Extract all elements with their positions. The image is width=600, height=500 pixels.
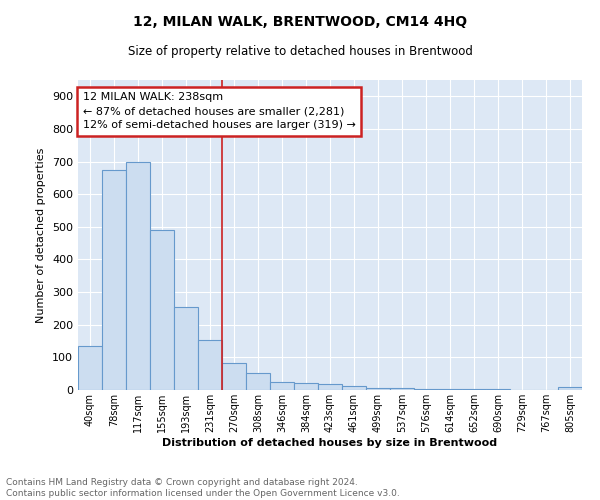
Bar — [150, 230, 174, 390]
Text: Size of property relative to detached houses in Brentwood: Size of property relative to detached ho… — [128, 45, 472, 58]
Y-axis label: Number of detached properties: Number of detached properties — [37, 148, 46, 322]
Bar — [174, 308, 198, 390]
Bar — [294, 384, 318, 390]
Bar — [414, 389, 438, 390]
Bar — [222, 362, 246, 390]
Text: 12, MILAN WALK, BRENTWOOD, CM14 4HQ: 12, MILAN WALK, BRENTWOOD, CM14 4HQ — [133, 15, 467, 29]
Bar — [246, 373, 270, 390]
Bar — [390, 388, 414, 390]
Bar — [102, 170, 126, 390]
Bar — [366, 388, 390, 390]
Bar — [126, 162, 150, 390]
Bar — [318, 384, 342, 390]
X-axis label: Distribution of detached houses by size in Brentwood: Distribution of detached houses by size … — [163, 438, 497, 448]
Bar — [342, 386, 366, 390]
Text: 12 MILAN WALK: 238sqm
← 87% of detached houses are smaller (2,281)
12% of semi-d: 12 MILAN WALK: 238sqm ← 87% of detached … — [83, 92, 356, 130]
Bar — [270, 382, 294, 390]
Bar — [78, 346, 102, 390]
Bar — [558, 388, 582, 390]
Text: Contains HM Land Registry data © Crown copyright and database right 2024.
Contai: Contains HM Land Registry data © Crown c… — [6, 478, 400, 498]
Bar — [198, 340, 222, 390]
